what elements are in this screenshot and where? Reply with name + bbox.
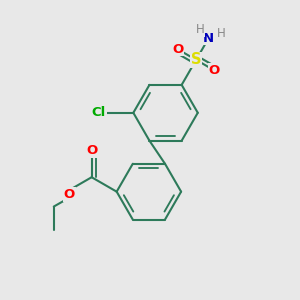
Text: O: O bbox=[172, 43, 184, 56]
Text: N: N bbox=[203, 32, 214, 45]
Text: Cl: Cl bbox=[92, 106, 106, 119]
Text: O: O bbox=[86, 144, 97, 157]
Text: H: H bbox=[217, 27, 225, 40]
Text: S: S bbox=[191, 52, 201, 68]
Text: H: H bbox=[196, 23, 204, 36]
Text: O: O bbox=[209, 64, 220, 77]
Text: O: O bbox=[64, 188, 75, 201]
